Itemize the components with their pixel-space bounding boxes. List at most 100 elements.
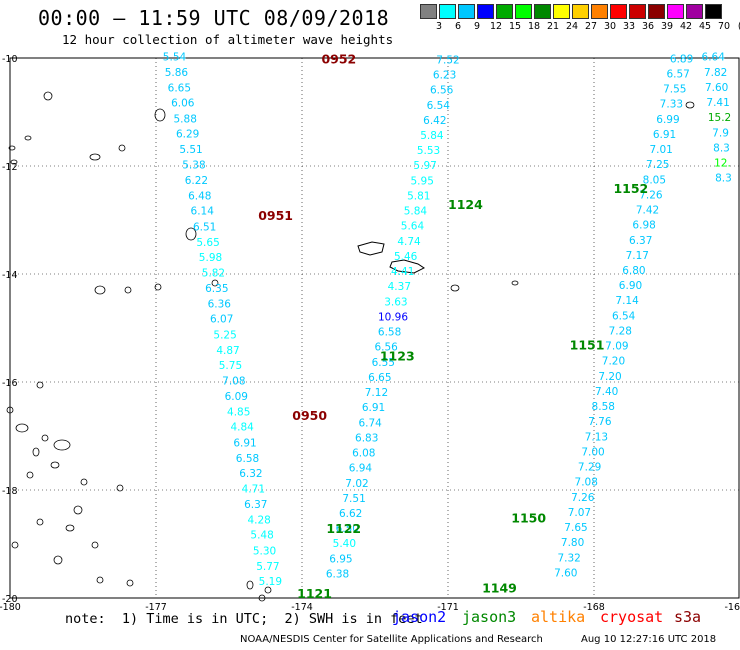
- wave-height-value: 4.87: [216, 345, 239, 357]
- legend-swatch: [496, 4, 513, 19]
- map-frame: [9, 57, 740, 599]
- wave-height-value: 6.37: [629, 235, 652, 247]
- wave-height-value: 7.60: [554, 567, 577, 579]
- wave-height-value: 6.38: [326, 568, 349, 580]
- island-outline: [53, 555, 63, 565]
- pass-id-label: 0951: [258, 208, 293, 223]
- wave-height-value: 7.17: [626, 250, 649, 262]
- wave-height-value: 5.51: [179, 144, 202, 156]
- legend-swatch: [439, 4, 456, 19]
- wave-height-value: 6.32: [239, 468, 262, 480]
- wave-height-value: 7.26: [639, 189, 663, 201]
- legend-swatch: [648, 4, 665, 19]
- wave-height-value: 6.42: [423, 115, 446, 127]
- latitude-tick-label: -20: [2, 594, 18, 605]
- island-outline: [41, 434, 49, 442]
- wave-height-value: 6.80: [622, 265, 645, 277]
- wave-height-value: 6.98: [632, 220, 655, 232]
- island-outline: [94, 285, 106, 295]
- island-outline: [8, 145, 16, 151]
- wave-height-value: 5.40: [333, 538, 356, 550]
- wave-height-value: 5.98: [199, 252, 222, 264]
- wave-height-value: 7.09: [605, 341, 628, 353]
- legend-swatch: [534, 4, 551, 19]
- wave-height-value: 7.55: [663, 84, 686, 96]
- wave-height-value: 5.88: [174, 113, 197, 125]
- wave-height-value: 6.74: [358, 417, 382, 429]
- longitude-tick-label: -177: [145, 602, 167, 613]
- wave-height-value: 6.22: [185, 175, 208, 187]
- wave-height-value: 7.08: [222, 376, 245, 388]
- wave-height-value: 6.50: [336, 523, 359, 535]
- map-subtitle: 12 hour collection of altimeter wave hei…: [62, 32, 394, 47]
- wave-height-value: 6.36: [208, 298, 232, 310]
- island-outline: [258, 594, 266, 602]
- wave-height-value: 8.3: [713, 142, 730, 154]
- credit-line: NOAA/NESDIS Center for Satellite Applica…: [240, 634, 543, 645]
- island-upolu: [389, 259, 425, 274]
- wave-height-value: 6.23: [433, 70, 456, 82]
- wave-height-value: 6.91: [362, 402, 385, 414]
- wave-height-value: 7.52: [436, 54, 459, 66]
- wave-height-value: 7.01: [649, 144, 672, 156]
- legend-swatch: [705, 4, 722, 19]
- wave-height-value: 6.64: [702, 52, 726, 64]
- legend-level-label: 33: [622, 21, 636, 32]
- satellite-s3a-label: s3a: [674, 608, 702, 626]
- wave-height-value: 4.37: [388, 281, 411, 293]
- island-outline: [73, 505, 83, 515]
- wave-height-value: 5.86: [165, 67, 189, 79]
- longitude-tick-label: -180: [0, 602, 21, 613]
- satellite-jason2-label: jason2: [392, 608, 447, 626]
- latitude-tick-label: -12: [2, 162, 18, 173]
- wave-height-value: 7.60: [705, 82, 728, 94]
- generation-timestamp: Aug 10 12:27:16 UTC 2018: [581, 634, 717, 645]
- wave-height-value: 6.54: [612, 310, 636, 322]
- wave-height-value: 5.38: [182, 160, 205, 172]
- legend-swatch: [591, 4, 608, 19]
- wave-height-value: 5.82: [202, 268, 225, 280]
- wave-height-value: 7.76: [588, 416, 612, 428]
- wave-height-value: 6.37: [244, 499, 267, 511]
- legend-swatch: [458, 4, 475, 19]
- legend-swatch: [572, 4, 589, 19]
- legend-swatch: [629, 4, 646, 19]
- island-outline: [264, 586, 272, 594]
- island-outline: [15, 423, 29, 433]
- legend-level-label: 70: [717, 21, 731, 32]
- island-outline: [511, 280, 519, 286]
- island-outline: [36, 518, 44, 526]
- island-outline: [685, 101, 695, 109]
- wave-height-value: 5.46: [394, 251, 418, 263]
- legend-level-label: 6: [454, 21, 462, 32]
- island-outline: [26, 471, 34, 479]
- wave-height-value: 5.54: [163, 52, 187, 64]
- island-outline: [36, 381, 44, 389]
- legend-swatch: [686, 4, 703, 19]
- wave-height-value: 7.82: [704, 67, 727, 79]
- wave-height-value: 5.81: [407, 190, 430, 202]
- island-outline: [96, 576, 104, 584]
- legend-level-label: 30: [603, 21, 617, 32]
- map-title: 00:00 – 11:59 UTC 08/09/2018: [38, 6, 390, 30]
- legend-level-label: 36: [641, 21, 655, 32]
- wave-height-value: 7.9: [712, 127, 729, 139]
- wave-height-value: 5.19: [259, 576, 282, 588]
- wave-height-value: 6.14: [191, 206, 215, 218]
- pass-id-label: 1123: [380, 348, 415, 363]
- wave-height-value: 5.97: [413, 160, 436, 172]
- wave-height-value: 6.91: [233, 437, 256, 449]
- satellite-jason3-label: jason3: [462, 608, 517, 626]
- wave-height-value: 8.3: [715, 173, 732, 185]
- wave-height-value: 4.28: [247, 514, 270, 526]
- island-outline: [124, 286, 132, 294]
- wave-height-value: 6.57: [666, 68, 689, 80]
- island-outline: [246, 580, 254, 590]
- legend-level-label: 42: [679, 21, 693, 32]
- legend-level-label: 9: [473, 21, 481, 32]
- wave-height-value: 5.48: [250, 530, 273, 542]
- wave-height-value: 7.20: [598, 371, 621, 383]
- wave-height-value: 6.08: [352, 448, 375, 460]
